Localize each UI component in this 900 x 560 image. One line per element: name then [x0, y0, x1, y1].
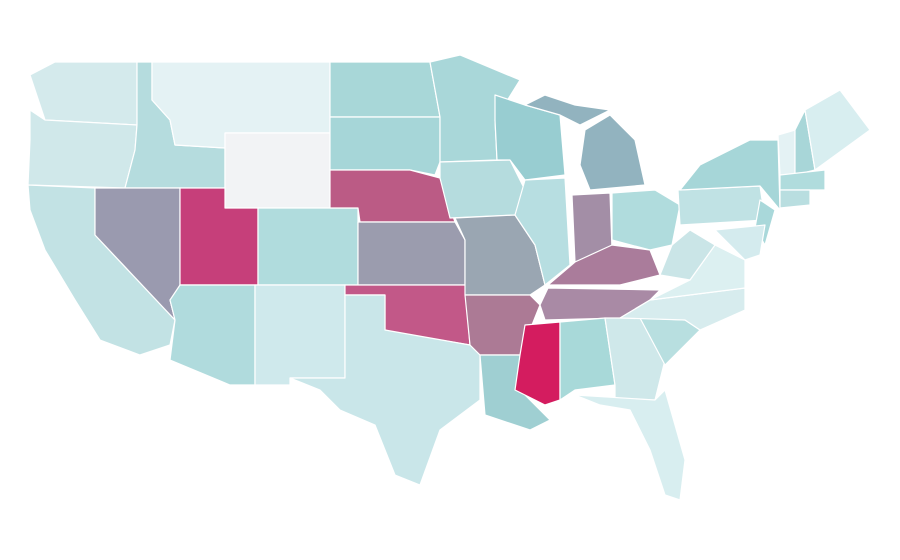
state [289, 294, 481, 486]
state [514, 177, 571, 286]
state [779, 169, 826, 191]
state [224, 132, 331, 209]
state [29, 61, 138, 126]
state [329, 116, 441, 176]
state [169, 284, 256, 386]
state [494, 94, 566, 181]
state [714, 224, 766, 261]
states [27, 54, 871, 501]
state [329, 61, 441, 118]
state [804, 89, 871, 171]
state [254, 284, 346, 386]
state [579, 114, 646, 191]
state [439, 159, 526, 219]
state [677, 185, 766, 226]
state [524, 94, 611, 126]
state [659, 229, 716, 281]
state [547, 244, 661, 286]
state [777, 129, 796, 176]
state [559, 317, 616, 401]
state [574, 389, 686, 501]
state [611, 189, 681, 251]
state [649, 244, 746, 301]
state [357, 221, 466, 286]
state [779, 189, 811, 209]
state [257, 207, 359, 286]
